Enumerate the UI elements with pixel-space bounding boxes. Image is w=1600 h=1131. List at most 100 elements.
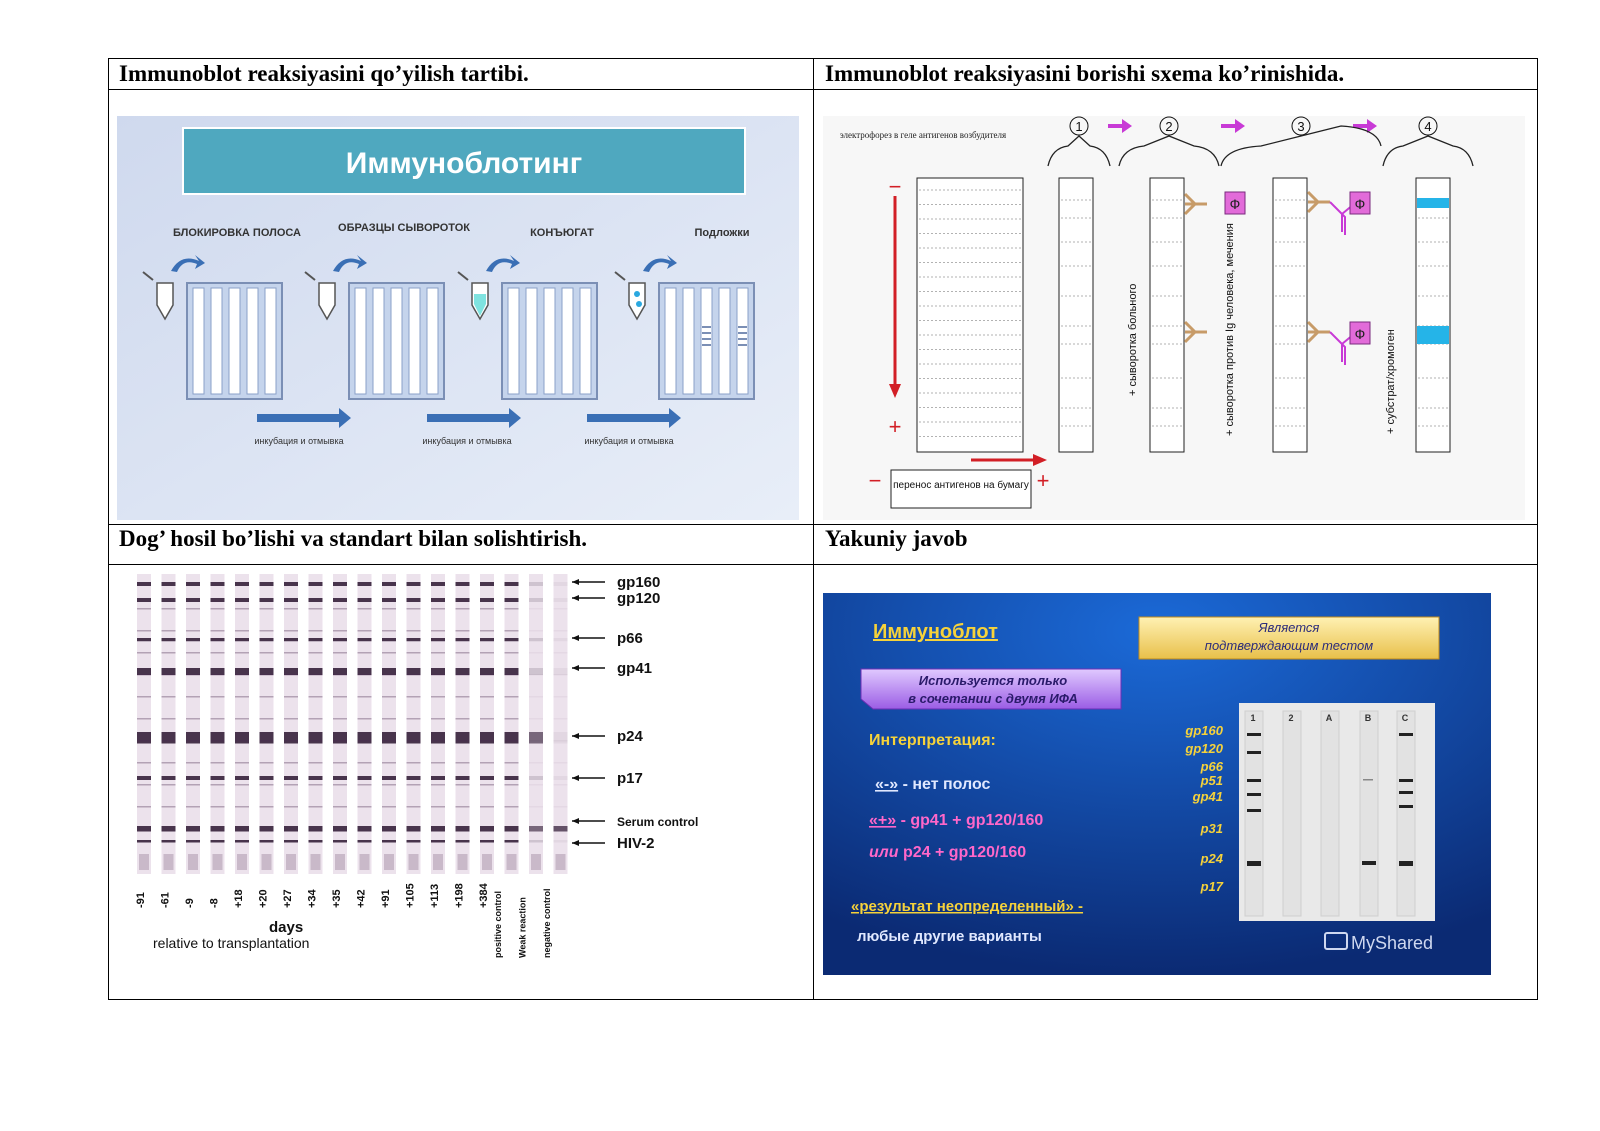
blot-band-label: gp160 — [1184, 723, 1223, 738]
positive-sign: «+» — [869, 812, 896, 829]
blot-band-label: p66 — [1200, 759, 1224, 774]
day-label: +34 — [307, 888, 319, 908]
svg-text:Ф: Ф — [1230, 196, 1241, 212]
blot-strip — [382, 574, 396, 874]
day-label: -8 — [209, 898, 221, 908]
step-number: 3 — [1297, 119, 1304, 134]
fig4-title: Иммуноблот — [873, 621, 998, 643]
negative-sign: «-» — [875, 776, 898, 793]
blot-strip — [259, 574, 274, 874]
curved-arrow-icon — [171, 255, 205, 272]
blot-strip — [210, 574, 225, 874]
band-pointer — [572, 733, 605, 739]
strip-tray — [304, 255, 445, 400]
cell-heading-scheme: Immunoblot reaksiyasini borishi sxema ko… — [825, 61, 1345, 86]
figure-immunoblot-scheme: электрофорез в геле антигенов возбудител… — [823, 116, 1525, 520]
day-label: +91 — [380, 889, 392, 908]
day-label: -61 — [160, 892, 172, 908]
plus-sign: + — [889, 414, 902, 439]
blot-strip — [480, 574, 494, 874]
blot-strip — [455, 574, 470, 874]
panel-lane — [1359, 710, 1379, 917]
blot-band-label: p17 — [1200, 879, 1224, 894]
fig1-step-label: Подложки — [695, 227, 750, 239]
minus-sign: − — [869, 468, 882, 493]
substrate-label: + субстрат/хромоген — [1385, 329, 1397, 434]
fig1-step-label: БЛОКИРОВКА ПОЛОСА — [173, 227, 301, 239]
band-pointer — [572, 635, 605, 641]
blot-strip — [137, 574, 151, 874]
indeterminate-text: «результат неопределенный» - — [851, 898, 1083, 915]
band-label: Serum control — [617, 815, 698, 829]
blot-strip — [161, 574, 176, 874]
anti-ig-label: + сыворотка против Ig человека, мечения — [1224, 223, 1236, 436]
confirm-badge — [1138, 616, 1440, 660]
lane-header: 2 — [1288, 713, 1293, 723]
panel-lane — [1244, 710, 1264, 917]
gel-strip — [916, 177, 1024, 453]
confirm-badge-line1: Является — [1258, 620, 1320, 635]
blot-strip — [553, 574, 568, 874]
or-word: или — [869, 844, 899, 861]
band-label: p66 — [617, 630, 643, 647]
tube-icon — [457, 271, 489, 321]
curved-arrow-icon — [486, 255, 520, 272]
blot-strip — [431, 574, 445, 874]
serum-label: + сыворотка больного — [1127, 284, 1139, 396]
fig1-step-label: ОБРАЗЦЫ СЫВОРОТОК — [338, 222, 470, 234]
lane-header: 1 — [1250, 713, 1255, 723]
curved-arrow-icon — [333, 255, 367, 272]
panel-lane — [1282, 710, 1302, 917]
day-label: +20 — [258, 889, 270, 908]
strip-tray — [614, 255, 755, 400]
lane-header: B — [1365, 713, 1372, 723]
day-label: -91 — [135, 892, 147, 908]
step-number: 4 — [1424, 119, 1431, 134]
band-pointer — [572, 840, 605, 846]
band-label: HIV-2 — [617, 835, 655, 852]
band-pointer — [572, 818, 605, 824]
row-divider — [109, 564, 1537, 565]
blot-strip — [333, 574, 347, 874]
tube-icon — [304, 271, 336, 321]
panel-lane — [1396, 710, 1416, 917]
svg-text:Ф: Ф — [1355, 196, 1366, 212]
arrow-right-icon — [1108, 119, 1132, 133]
membrane-strip — [1149, 177, 1185, 453]
blot-band-label: p51 — [1200, 773, 1223, 788]
day-label: -9 — [184, 898, 196, 908]
blot-strip — [284, 574, 298, 874]
plus-sign: + — [1037, 468, 1050, 493]
strip-tray — [142, 255, 283, 400]
day-label: +42 — [356, 889, 368, 908]
cell-heading-final: Yakuniy javob — [825, 526, 968, 551]
enzyme-icon: Ф Ф Ф — [1224, 191, 1371, 345]
blot-band-label: p24 — [1200, 851, 1224, 866]
band-label: p24 — [617, 728, 644, 745]
fig1-arrow-label: инкубация и отмывка — [254, 436, 343, 446]
control-label: Weak reaction — [518, 897, 528, 958]
blot-strip — [235, 574, 249, 874]
band-pointer — [572, 665, 605, 671]
blot-strip — [504, 574, 519, 874]
usage-badge-line2: в сочетании с двумя ИФА — [908, 691, 1078, 706]
figure-final-answer: Иммуноблот Является подтверждающим тесто… — [823, 593, 1491, 975]
cell-heading-comparison: Dog’ hosil bo’lishi va standart bilan so… — [119, 526, 587, 551]
day-label: +113 — [429, 884, 441, 908]
band-label: gp41 — [617, 660, 652, 677]
band-label: gp160 — [617, 574, 660, 591]
band-pointer — [572, 775, 605, 781]
other-variants-text: любые другие варианты — [857, 928, 1042, 945]
membrane-strip — [1058, 177, 1094, 453]
band-label: p17 — [617, 770, 643, 787]
watermark: MyShared — [1324, 932, 1433, 953]
interpretation-label: Интерпретация: — [869, 732, 996, 749]
step-number: 2 — [1165, 119, 1172, 134]
blot-band-label: gp120 — [1184, 741, 1223, 756]
panel-lane — [1320, 710, 1340, 917]
day-label: +198 — [454, 883, 466, 908]
lane-header: A — [1326, 713, 1333, 723]
row-divider — [109, 524, 1537, 525]
blot-strip — [308, 574, 323, 874]
membrane-strip — [1415, 177, 1451, 453]
